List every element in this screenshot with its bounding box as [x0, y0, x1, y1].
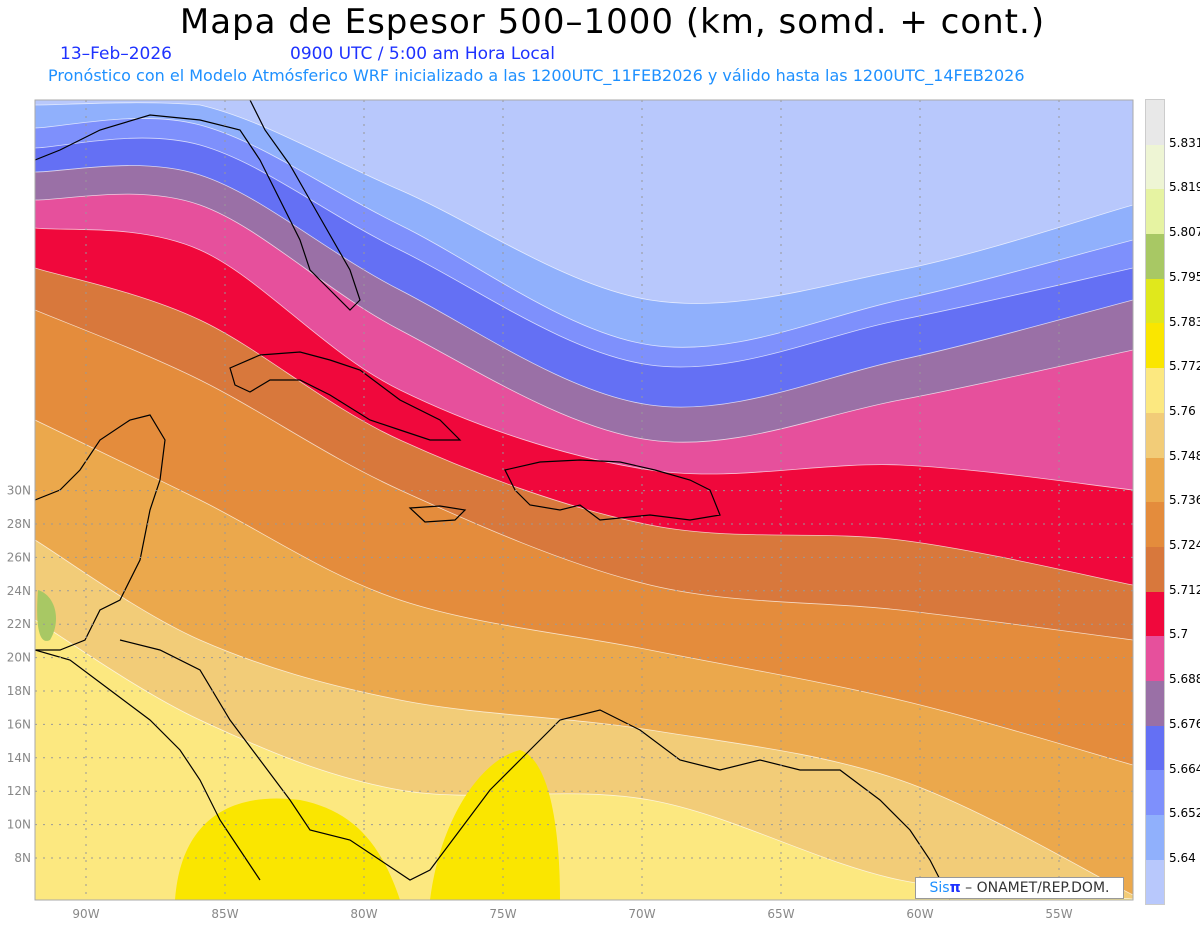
colorbar-swatch [1146, 546, 1164, 592]
lon-tick-label: 65W [767, 907, 794, 921]
band [430, 750, 560, 900]
colorbar-swatch [1146, 234, 1164, 279]
colorbar-label: 5.664 [1169, 761, 1200, 776]
credit-sis: Sis [929, 880, 950, 896]
colorbar-label: 5.783 [1169, 314, 1200, 329]
lat-tick-label: 12N [7, 784, 31, 798]
colorbar-swatch [1146, 144, 1164, 190]
lon-tick-label: 75W [489, 907, 516, 921]
lon-tick-label: 55W [1045, 907, 1072, 921]
lat-tick-label: 22N [7, 617, 31, 631]
colorbar-label: 5.688 [1169, 672, 1200, 687]
thickness-bands [35, 100, 1133, 900]
forecast-date: 13–Feb–2026 [60, 44, 172, 64]
grid-lines [35, 100, 1133, 900]
lon-tick-label: 70W [628, 907, 655, 921]
band [37, 590, 57, 641]
colorbar-label: 5.819 [1169, 180, 1200, 195]
colorbar-label: 5.831 [1169, 135, 1200, 150]
band [175, 798, 400, 900]
lat-tick-label: 14N [7, 751, 31, 765]
colorbar-swatch [1146, 725, 1164, 771]
forecast-subtitle: Pronóstico con el Modelo Atmósferico WRF… [48, 66, 1025, 85]
lon-tick-label: 85W [211, 907, 238, 921]
colorbar-swatch [1146, 412, 1164, 458]
colorbar [1145, 99, 1165, 906]
colorbar-swatch [1146, 502, 1164, 547]
coastlines [35, 100, 951, 900]
colorbar-swatch [1146, 591, 1164, 637]
lat-tick-label: 24N [7, 584, 31, 598]
lat-tick-label: 20N [7, 651, 31, 665]
colorbar-label: 5.676 [1169, 716, 1200, 731]
colorbar-label: 5.76 [1169, 403, 1196, 418]
colorbar-label: 5.748 [1169, 448, 1200, 463]
colorbar-label: 5.772 [1169, 359, 1200, 374]
lon-tick-label: 60W [906, 907, 933, 921]
map-title: Mapa de Espesor 500–1000 (km, somd. + co… [179, 2, 1046, 42]
lat-tick-label: 26N [7, 550, 31, 564]
colorbar-swatch [1146, 323, 1164, 369]
colorbar-swatch [1146, 278, 1164, 324]
credit-box: Sisπ – ONAMET/REP.DOM. [915, 877, 1124, 899]
lat-tick-label: 16N [7, 717, 31, 731]
lat-tick-label: 18N [7, 684, 31, 698]
colorbar-swatch [1146, 368, 1164, 413]
lat-tick-label: 30N [7, 484, 31, 498]
lon-tick-label: 80W [350, 907, 377, 921]
colorbar-swatch [1146, 859, 1164, 905]
colorbar-label: 5.795 [1169, 269, 1200, 284]
colorbar-swatch [1146, 189, 1164, 235]
forecast-time: 0900 UTC / 5:00 am Hora Local [290, 44, 555, 64]
colorbar-label: 5.807 [1169, 225, 1200, 240]
colorbar-label: 5.724 [1169, 538, 1200, 552]
colorbar-label: 5.736 [1169, 493, 1200, 508]
map-frame [34, 99, 1134, 901]
colorbar-swatch [1146, 457, 1164, 503]
lat-tick-label: 8N [14, 851, 31, 865]
colorbar-swatch [1146, 680, 1164, 726]
credit-pi: π [949, 880, 961, 896]
colorbar-swatch [1146, 100, 1164, 145]
colorbar-swatch [1146, 770, 1164, 815]
colorbar-swatch [1146, 636, 1164, 681]
colorbar-label: 5.652 [1169, 806, 1200, 821]
colorbar-label: 5.7 [1169, 627, 1189, 642]
colorbar-label: 5.64 [1169, 850, 1196, 865]
colorbar-swatch [1146, 815, 1164, 860]
credit-text: – ONAMET/REP.DOM. [965, 880, 1110, 896]
lon-tick-label: 90W [72, 907, 99, 921]
lat-tick-label: 10N [7, 818, 31, 832]
lat-tick-label: 28N [7, 517, 31, 531]
colorbar-label: 5.712 [1169, 582, 1200, 597]
